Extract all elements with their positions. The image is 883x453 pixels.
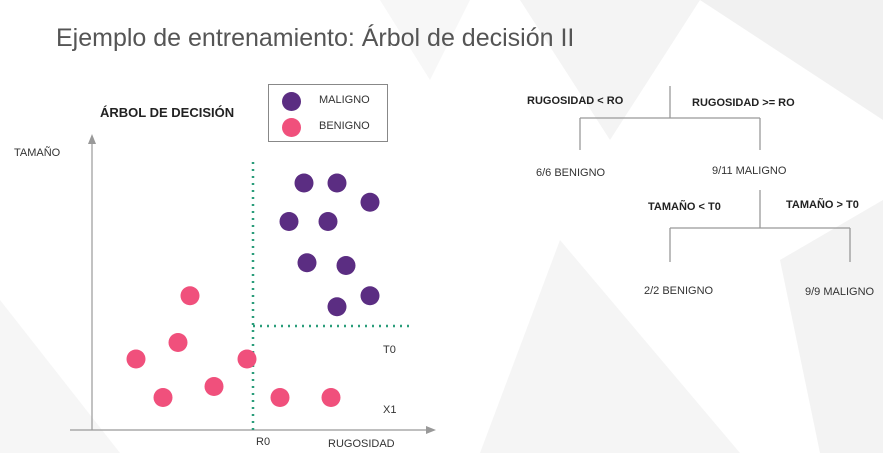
legend-swatch-maligno: [282, 92, 301, 111]
point-maligno: [360, 192, 380, 212]
tree-sub-right-rule: TAMAÑO > T0: [786, 199, 859, 211]
x-axis-label: RUGOSIDAD: [328, 438, 395, 450]
point-maligno: [318, 212, 338, 231]
y-axis-arrow-icon: [88, 134, 96, 144]
legend-item-maligno: MALIGNO: [269, 89, 387, 113]
point-maligno: [336, 256, 356, 275]
legend-swatch-benigno: [282, 118, 301, 137]
scatter-panel-title: ÁRBOL DE DECISIÓN: [100, 105, 235, 120]
legend-item-benigno: BENIGNO: [269, 115, 387, 139]
point-benigno: [153, 388, 173, 407]
data-points: [126, 173, 380, 407]
point-maligno: [297, 253, 317, 273]
slide-title: Ejemplo de entrenamiento: Árbol de decis…: [56, 24, 575, 52]
point-maligno: [360, 286, 380, 306]
point-benigno: [180, 286, 200, 306]
point-maligno: [327, 173, 347, 193]
point-maligno: [327, 297, 347, 317]
legend: MALIGNO BENIGNO: [268, 84, 388, 142]
x1-label: X1: [383, 404, 397, 416]
point-benigno: [204, 377, 224, 396]
point-benigno: [270, 388, 290, 407]
point-benigno: [237, 349, 257, 369]
tree-root-right-rule: RUGOSIDAD >= RO: [692, 97, 795, 109]
tree-right-node: 9/11 MALIGNO: [712, 165, 787, 177]
t0-label: T0: [383, 344, 396, 356]
point-benigno: [321, 388, 341, 407]
y-axis-label: TAMAÑO: [14, 147, 61, 159]
point-maligno: [279, 212, 299, 231]
tree-sub-right-leaf: 9/9 MALIGNO: [805, 286, 875, 298]
tree-root-left-rule: RUGOSIDAD < RO: [527, 95, 624, 107]
point-maligno: [294, 173, 314, 193]
legend-label-benigno: BENIGNO: [319, 120, 370, 132]
point-benigno: [168, 333, 188, 352]
tree-sub-left-leaf: 2/2 BENIGNO: [644, 285, 714, 297]
r0-tick-label: R0: [256, 436, 271, 448]
tree-left-leaf: 6/6 BENIGNO: [536, 167, 606, 179]
point-benigno: [126, 349, 146, 369]
x-axis-arrow-icon: [426, 426, 436, 434]
tree-sub-left-rule: TAMAÑO < T0: [648, 201, 721, 213]
legend-label-maligno: MALIGNO: [319, 94, 370, 106]
